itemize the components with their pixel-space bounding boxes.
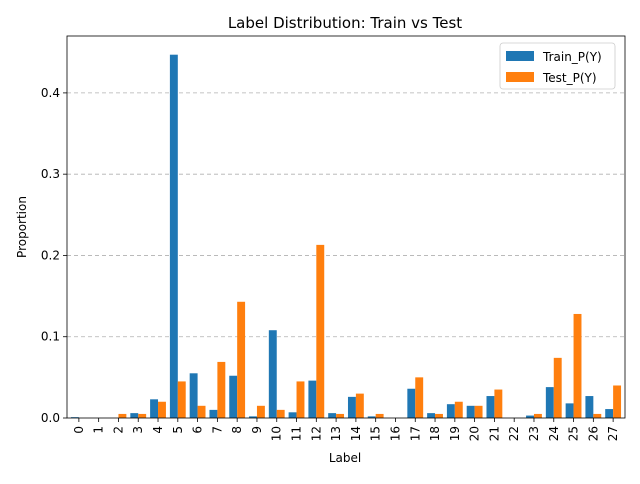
x-tick-label: 13 bbox=[329, 426, 343, 441]
x-tick-label: 26 bbox=[586, 426, 600, 441]
bar bbox=[613, 385, 622, 418]
bar bbox=[573, 313, 582, 418]
legend-swatch bbox=[506, 72, 534, 82]
bar bbox=[276, 409, 285, 418]
legend: Train_P(Y) Test_P(Y) bbox=[499, 42, 616, 90]
bar bbox=[249, 416, 257, 418]
x-tick-label: 6 bbox=[191, 426, 205, 434]
x-tick-label: 4 bbox=[151, 426, 165, 434]
bar bbox=[169, 54, 178, 419]
x-tick-label: 14 bbox=[349, 426, 363, 441]
bar bbox=[308, 380, 317, 418]
y-tick-label: 0.1 bbox=[41, 330, 60, 344]
bar bbox=[565, 403, 574, 418]
bar bbox=[197, 405, 206, 418]
bars-group bbox=[70, 54, 622, 419]
legend-label: Test_P(Y) bbox=[542, 71, 597, 85]
chart-title: Label Distribution: Train vs Test bbox=[228, 14, 462, 32]
bar bbox=[446, 404, 455, 418]
x-tick-label: 1 bbox=[92, 426, 106, 434]
bar bbox=[130, 413, 139, 418]
y-tick-label: 0.3 bbox=[41, 167, 60, 181]
bar bbox=[336, 413, 345, 418]
bar bbox=[70, 417, 79, 418]
bar bbox=[138, 413, 147, 418]
bar bbox=[268, 330, 277, 418]
x-tick-label: 2 bbox=[111, 426, 125, 434]
bar bbox=[605, 409, 614, 418]
bar bbox=[189, 373, 198, 418]
bar bbox=[533, 413, 542, 418]
bar bbox=[466, 405, 475, 418]
x-tick-label: 19 bbox=[448, 426, 462, 441]
bar bbox=[355, 393, 364, 418]
x-tick-label: 16 bbox=[388, 426, 402, 441]
bar bbox=[328, 413, 337, 418]
grid-lines bbox=[67, 92, 625, 338]
bar bbox=[415, 377, 424, 418]
bar bbox=[347, 396, 356, 418]
bar bbox=[237, 301, 246, 418]
x-tick-label: 17 bbox=[408, 426, 422, 441]
x-tick-label: 20 bbox=[468, 426, 482, 441]
ticks: 0.00.10.20.30.40 1 2 3 4 5 6 7 8 9 10 11 12 13 14 15 16 1… bbox=[41, 86, 620, 441]
x-tick-label: 23 bbox=[527, 426, 541, 441]
bar bbox=[158, 401, 166, 418]
x-tick-label: 5 bbox=[171, 426, 185, 434]
bar bbox=[316, 244, 325, 418]
bar bbox=[435, 413, 443, 418]
x-tick-label: 9 bbox=[250, 426, 264, 434]
y-tick-label: 0.0 bbox=[41, 411, 60, 425]
legend-swatch bbox=[506, 51, 534, 61]
x-tick-label: 22 bbox=[507, 426, 521, 441]
bar bbox=[474, 405, 483, 418]
bar bbox=[494, 389, 503, 418]
x-tick-label: 24 bbox=[547, 426, 561, 441]
bar bbox=[256, 405, 265, 418]
x-tick-label: 21 bbox=[487, 426, 501, 441]
bar bbox=[118, 413, 127, 418]
bar bbox=[177, 381, 186, 418]
x-tick-label: 7 bbox=[210, 426, 224, 434]
legend-label: Train_P(Y) bbox=[542, 50, 602, 64]
x-tick-label: 0 bbox=[72, 426, 86, 434]
x-tick-label: 12 bbox=[309, 426, 323, 441]
bar bbox=[526, 415, 534, 418]
bar bbox=[209, 409, 218, 418]
x-axis-label: Label bbox=[329, 451, 361, 465]
bar bbox=[288, 412, 297, 418]
x-tick-label: 8 bbox=[230, 426, 244, 434]
x-tick-label: 10 bbox=[270, 426, 284, 441]
axes bbox=[66, 35, 626, 419]
y-axis-label: Proportion bbox=[15, 196, 29, 258]
bar bbox=[367, 416, 376, 418]
x-tick-label: 18 bbox=[428, 426, 442, 441]
bar bbox=[375, 413, 384, 418]
bar bbox=[545, 387, 554, 418]
bar bbox=[427, 413, 436, 418]
y-tick-label: 0.4 bbox=[41, 86, 60, 100]
bar bbox=[150, 399, 159, 418]
bar bbox=[217, 361, 226, 418]
bar bbox=[585, 396, 594, 418]
bar bbox=[296, 381, 305, 418]
x-tick-label: 3 bbox=[131, 426, 145, 434]
bar bbox=[553, 357, 562, 418]
bar bbox=[229, 375, 238, 418]
bar bbox=[407, 388, 416, 418]
x-tick-label: 27 bbox=[606, 426, 620, 441]
x-tick-label: 11 bbox=[290, 426, 304, 441]
x-tick-label: 15 bbox=[369, 426, 383, 441]
bar bbox=[454, 401, 463, 418]
x-tick-label: 25 bbox=[567, 426, 581, 441]
bar bbox=[593, 413, 602, 418]
y-tick-label: 0.2 bbox=[41, 248, 60, 262]
bar bbox=[486, 396, 495, 418]
plot-frame bbox=[66, 35, 626, 419]
